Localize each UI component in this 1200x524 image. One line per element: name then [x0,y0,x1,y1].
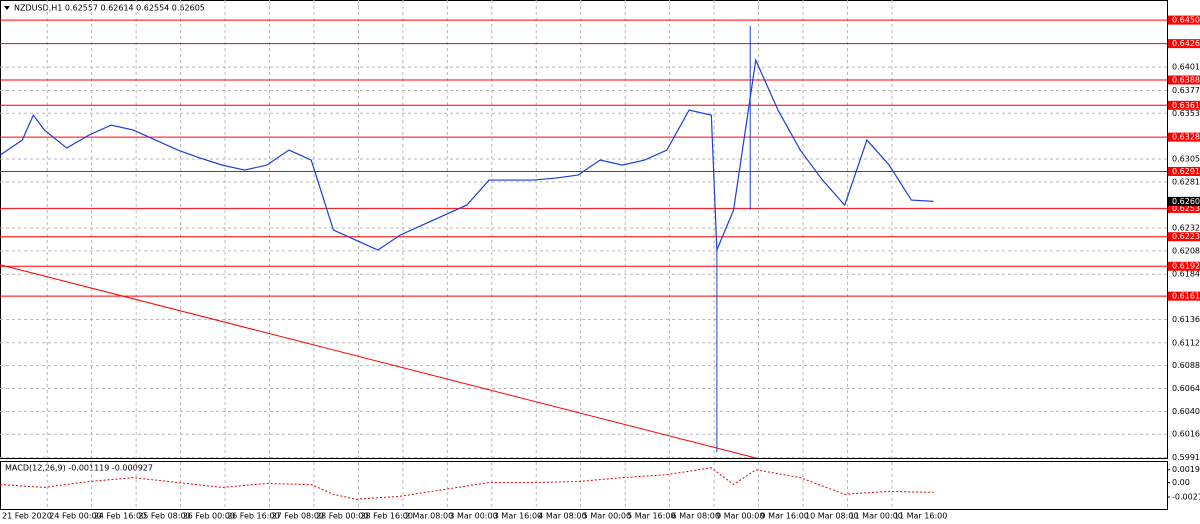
level-label: 0.63614 [1172,101,1200,110]
level-tag [1168,261,1200,271]
y-tick-label: -0.002184 [1172,492,1200,501]
x-tick-label: 26 Feb 16:00 [227,512,279,521]
y-tick-label: 0.62325 [1172,224,1200,233]
level-label: 0.61924 [1172,262,1200,271]
x-tick-label: 24 Feb 00:00 [49,512,101,521]
y-tick-label: 0.61365 [1172,315,1200,324]
level-tag [1168,75,1200,85]
price-line [0,57,934,251]
x-tick-label: 26 Feb 00:00 [183,512,235,521]
level-tag [1168,166,1200,176]
level-label: 0.62919 [1172,167,1200,176]
x-tick-label: 27 Feb 08:00 [272,512,324,521]
menu-icon[interactable] [4,6,10,10]
level-label: 0.62531 [1172,204,1200,213]
x-tick-label: 2 Mar 08:00 [405,512,453,521]
trend-line [0,264,756,459]
y-tick-label: 0.6305 [1172,155,1200,164]
level-tag [1168,100,1200,110]
x-tick-label: 10 Mar 08:00 [805,512,858,521]
x-tick-label: 3 Mar 00:00 [449,512,497,521]
x-tick-label: 4 Mar 08:00 [538,512,586,521]
level-tag [1168,232,1200,242]
x-tick-label: 28 Feb 16:00 [360,512,412,521]
x-tick-label: 11 Mar 00:00 [849,512,902,521]
price-label: 0.62605 [1172,197,1200,206]
x-tick-label: 6 Mar 08:00 [672,512,720,521]
chart-title: NZDUSD,H1 0.62557 0.62614 0.62554 0.6260… [14,4,205,13]
level-tag [1168,39,1200,49]
x-tick-label: 25 Feb 08:00 [138,512,190,521]
level-label: 0.64509 [1172,16,1200,25]
y-tick-label: 0.64015 [1172,63,1200,72]
x-tick-label: 24 Feb 16:00 [94,512,146,521]
level-label: 0.64262 [1172,39,1200,48]
x-tick-label: 5 Mar 00:00 [583,512,631,521]
y-tick-label: 0.62085 [1172,246,1200,255]
level-tag [1168,203,1200,213]
x-tick-label: 5 Mar 16:00 [627,512,675,521]
level-tag [1168,291,1200,301]
y-tick-label: 0.001933 [1172,465,1200,474]
x-tick-label: 9 Mar 16:00 [761,512,809,521]
level-tag [1168,132,1200,142]
macd-frame [0,461,1168,510]
macd-title: MACD(12,26,9) -0.001119 -0.000927 [5,464,153,473]
x-tick-label: 28 Feb 00:00 [316,512,368,521]
price-tag [1168,196,1200,206]
x-tick-label: 21 Feb 2020 [2,512,52,521]
y-tick-label: 0.59915 [1172,453,1200,462]
x-tick-label: 9 Mar 00:00 [716,512,764,521]
level-label: 0.62234 [1172,232,1200,241]
level-tag [1168,15,1200,25]
y-tick-label: 0.00 [1172,478,1190,487]
x-tick-label: 11 Mar 16:00 [894,512,947,521]
x-tick-label: 3 Mar 16:00 [494,512,542,521]
main-frame [0,0,1168,459]
